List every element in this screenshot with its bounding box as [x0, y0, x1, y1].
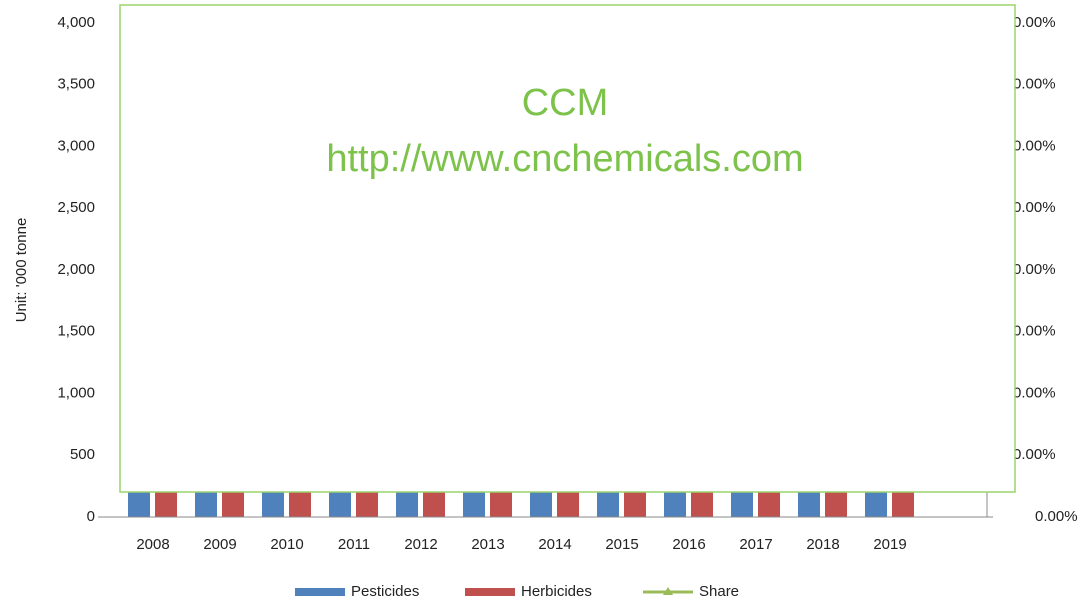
y2-tick-label: 0.00% [1013, 261, 1056, 278]
y2-tick-label: 0.00% [1013, 137, 1056, 154]
y-tick-label: 4,000 [57, 14, 95, 31]
legend-label: Share [699, 583, 739, 600]
x-tick-label: 2017 [739, 536, 772, 553]
bar [557, 492, 579, 517]
bar [490, 492, 512, 517]
y2-tick-label: 0.00% [1013, 14, 1056, 31]
y-tick-label: 3,500 [57, 76, 95, 93]
bar [892, 492, 914, 517]
watermark-box [119, 4, 1016, 493]
legend-label: Pesticides [351, 583, 419, 600]
y-tick-label: 0 [87, 508, 95, 525]
bar [825, 492, 847, 517]
y-tick-label: 3,000 [57, 137, 95, 154]
bar [222, 492, 244, 517]
y-tick-label: 1,000 [57, 384, 95, 401]
bar [865, 492, 887, 517]
y-tick-label: 500 [70, 446, 95, 463]
y-tick-label: 2,500 [57, 199, 95, 216]
bar [597, 492, 619, 517]
y2-tick-label: 0.00% [1013, 76, 1056, 93]
bar [530, 492, 552, 517]
bar [289, 492, 311, 517]
y-tick-label: 1,500 [57, 323, 95, 340]
y2-tick-label: 0.00% [1013, 446, 1056, 463]
y2-tick-label: 0.00% [1013, 199, 1056, 216]
bar [691, 492, 713, 517]
bar [423, 492, 445, 517]
legend-marker [663, 587, 673, 595]
legend-label: Herbicides [521, 583, 592, 600]
x-tick-label: 2010 [270, 536, 303, 553]
x-tick-label: 2009 [203, 536, 236, 553]
x-tick-label: 2018 [806, 536, 839, 553]
legend-swatch [295, 588, 345, 596]
legend-swatch [465, 588, 515, 596]
x-tick-label: 2012 [404, 536, 437, 553]
bar [195, 492, 217, 517]
bar [155, 492, 177, 517]
bar [356, 492, 378, 517]
y-axis-label: Unit: '000 tonne [13, 218, 30, 323]
watermark: http://www.cnchemicals.com [326, 138, 803, 180]
x-tick-label: 2011 [338, 536, 370, 553]
y-tick-label: 2,000 [57, 261, 95, 278]
y2-tick-label: 0.00% [1013, 323, 1056, 340]
y2-tick-label: 0.00% [1035, 508, 1078, 525]
x-tick-label: 2008 [136, 536, 169, 553]
bar [731, 492, 753, 517]
x-tick-label: 2016 [672, 536, 705, 553]
bar [262, 492, 284, 517]
x-tick-label: 2019 [873, 536, 906, 553]
x-tick-label: 2013 [471, 536, 504, 553]
y2-tick-label: 0.00% [1013, 384, 1056, 401]
x-tick-label: 2014 [538, 536, 571, 553]
bar [758, 492, 780, 517]
bar [624, 492, 646, 517]
bar [664, 492, 686, 517]
watermark: CCM [522, 82, 609, 124]
bar [798, 492, 820, 517]
bar [463, 492, 485, 517]
x-tick-label: 2015 [605, 536, 638, 553]
bar [396, 492, 418, 517]
bar [329, 492, 351, 517]
bar [128, 492, 150, 517]
